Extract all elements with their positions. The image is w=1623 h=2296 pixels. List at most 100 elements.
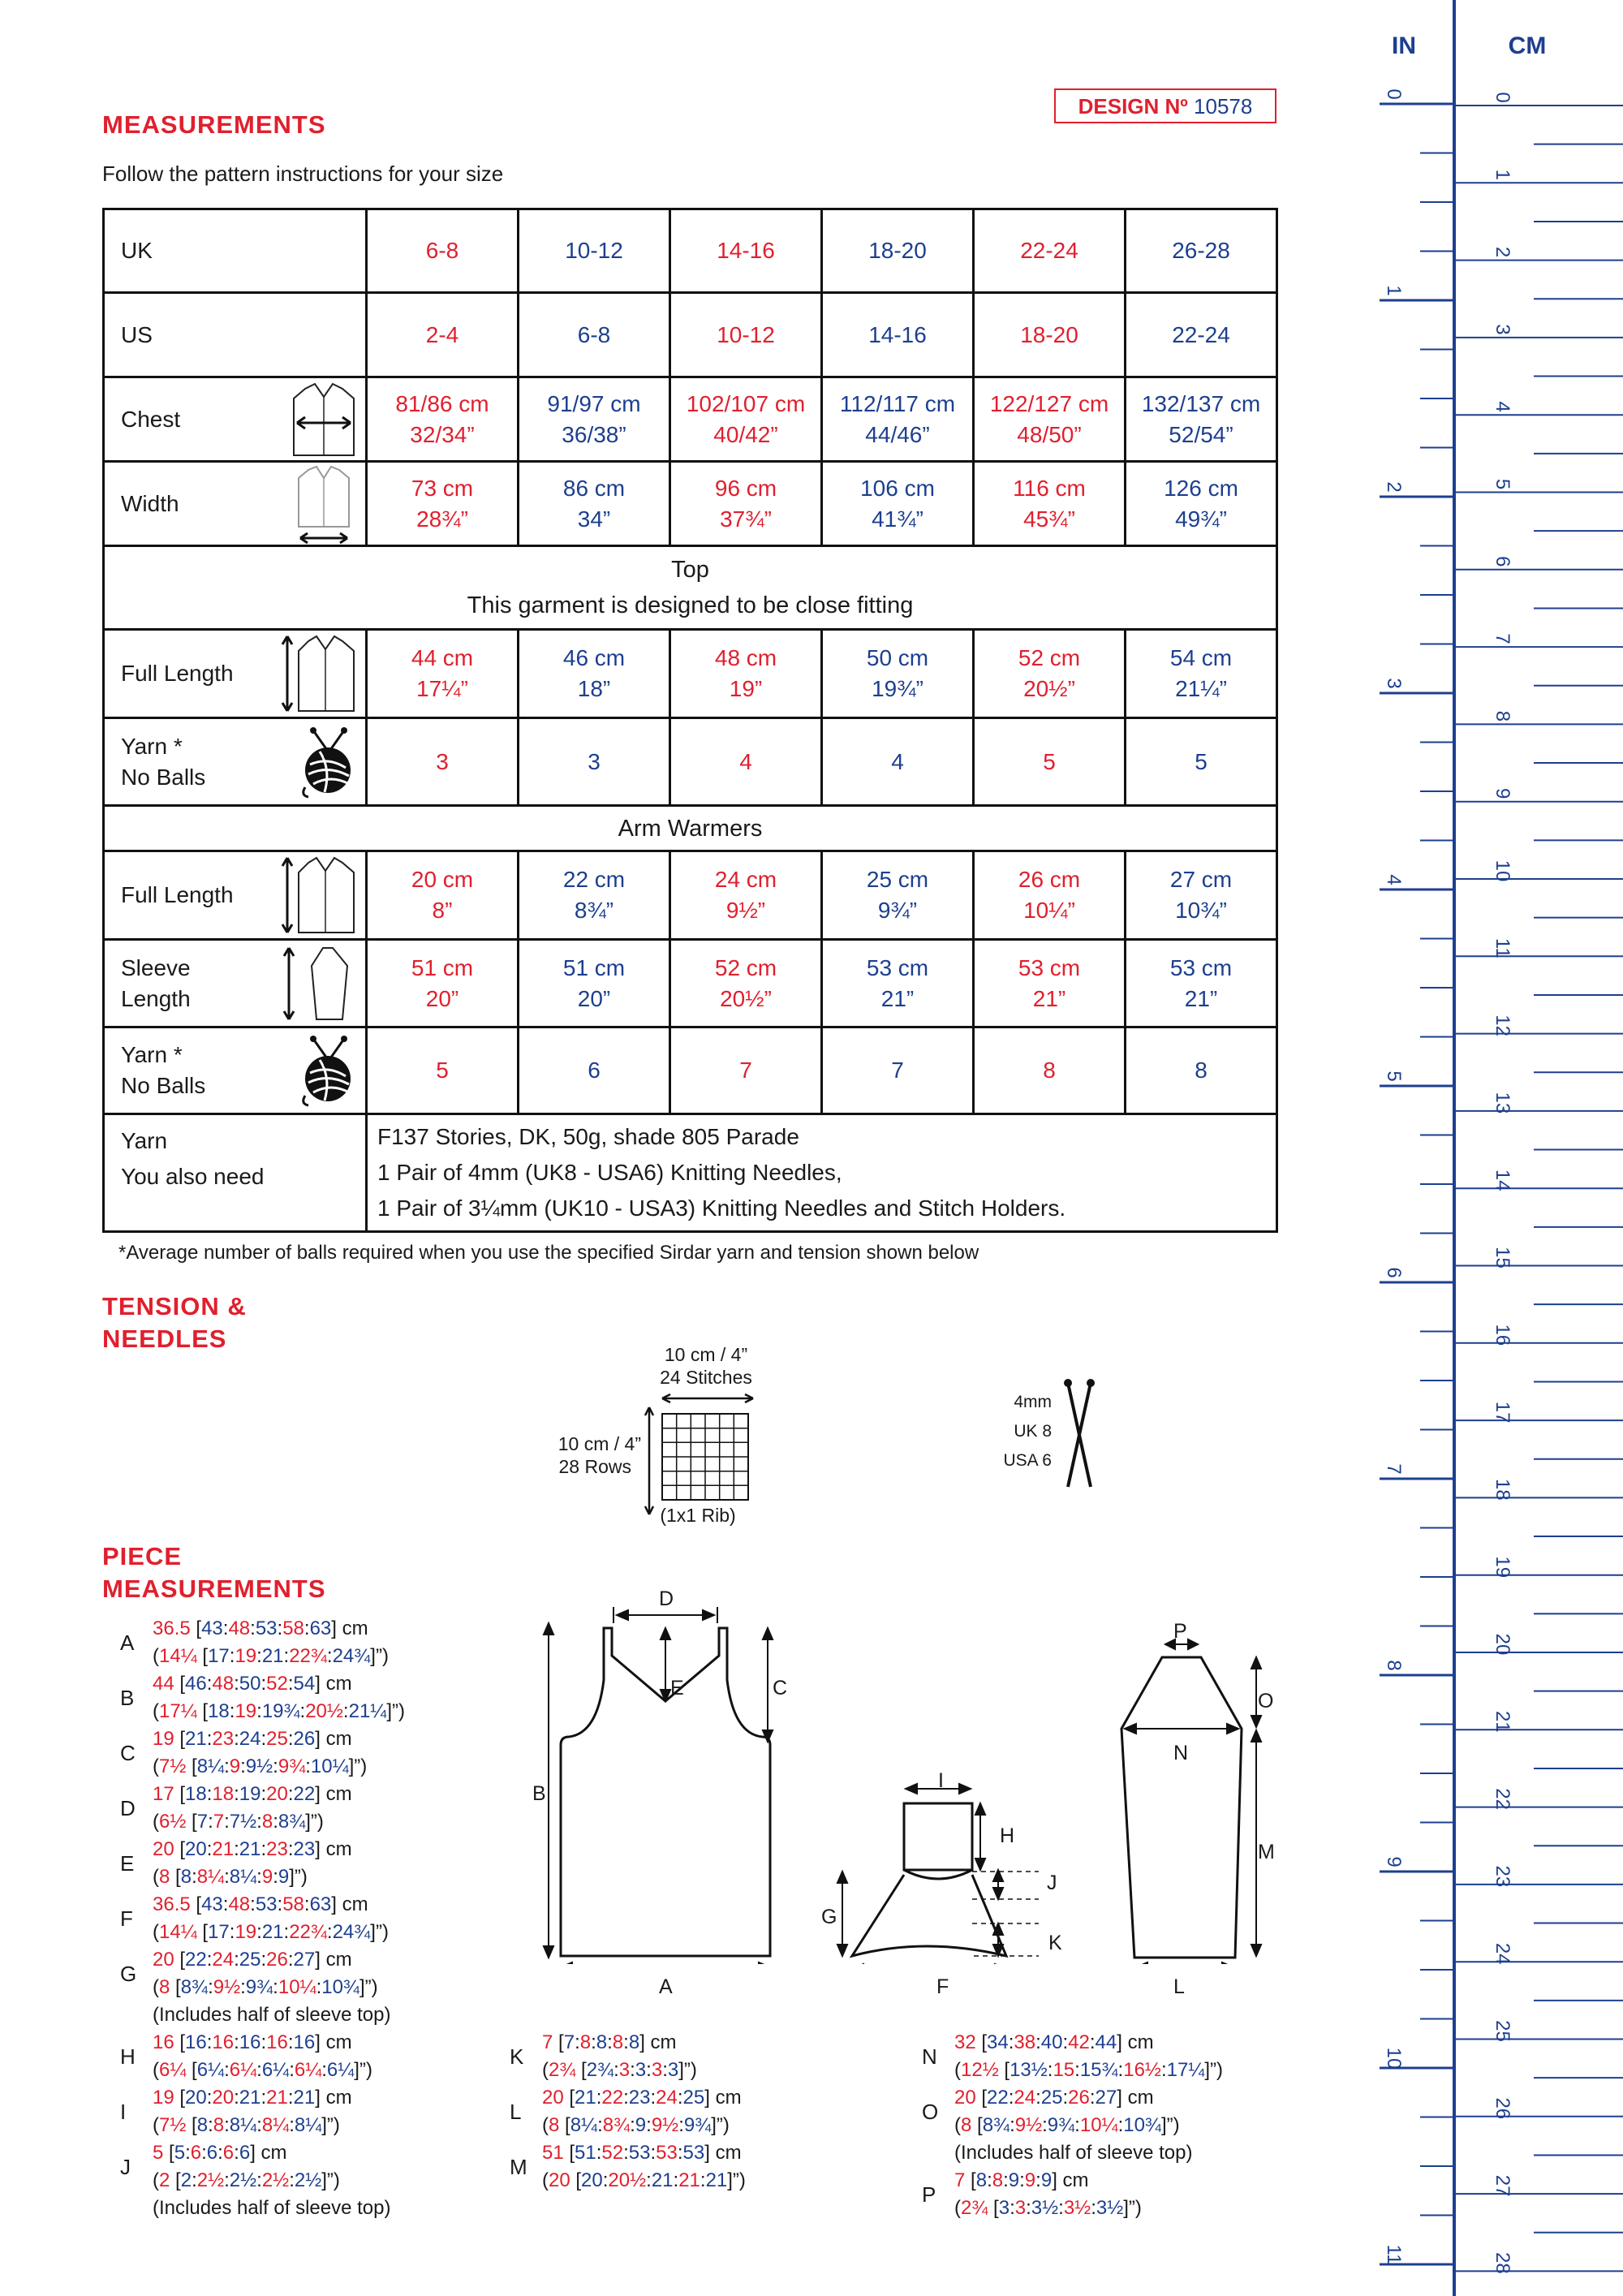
uk-size-1: 6-8 [365, 208, 519, 294]
ruler-cm-label: 25 [1492, 2020, 1513, 2042]
chest-size-2: 91/97 cm 36/38” [517, 376, 671, 463]
design-number: 10578 [1194, 94, 1253, 118]
ruler-inch-label: 6 [1383, 1267, 1405, 1277]
sleeve-size-1: 51 cm 20” [365, 938, 519, 1028]
sleeve-diagram [1120, 1656, 1243, 1959]
piece-letter: P [922, 2182, 936, 2207]
piece-letter: I [120, 2100, 127, 2124]
sleeve-size-3: 52 cm 20½” [669, 938, 823, 1028]
arm-length-size-1: 20 cm 8” [365, 850, 519, 941]
ruler-cm-label: 10 [1492, 860, 1513, 882]
ruler-cm-label: 26 [1492, 2097, 1513, 2119]
chest-size-4: 112/117 cm 44/46” [820, 376, 975, 463]
piece-cm-values: 19 [20:20:21:21:21] cm [153, 2087, 352, 2109]
arm-balls-label: No Balls [121, 1073, 206, 1098]
width-size-6: 126 cm 49¾” [1124, 460, 1278, 547]
piece-measurement-g: G 20 [22:24:25:26:27] cm (8 [8¾:9½:9¾:10¼:… [120, 1946, 391, 2029]
sleeve-length-label-cell: Sleeve Length [102, 938, 368, 1028]
width-size-3: 96 cm 37¾” [669, 460, 823, 547]
top-balls-size-3: 4 [669, 717, 823, 807]
ruler-cm-label: 15 [1492, 1247, 1513, 1269]
ruler-inch-label: 4 [1383, 874, 1405, 885]
footnote: *Average number of balls required when y… [118, 1242, 979, 1264]
piece-letter: K [510, 2044, 524, 2069]
uk-size-2: 10-12 [517, 208, 671, 294]
piece-cm-values: 5 [5:6:6:6:6] cm [153, 2142, 287, 2164]
design-number-box: DESIGN Nº 10578 [1054, 88, 1276, 123]
sleeve-size-6: 53 cm 21” [1124, 938, 1278, 1028]
uk-size-5: 22-24 [972, 208, 1126, 294]
us-row: US 2-4 6-8 10-12 14-16 18-20 22-24 [102, 291, 1278, 378]
piece-letter: M [510, 2155, 527, 2179]
ruler-inch-label: 10 [1383, 2048, 1405, 2070]
diagram-label-m: M [1258, 1841, 1275, 1863]
needle-mm-label: 4mm [1014, 1393, 1052, 1411]
piece-inch-values: (6¼ [6¼:6¼:6¼:6¼:6¼]”) [153, 2059, 372, 2081]
arm-length-size-2: 22 cm 8¾” [517, 850, 671, 941]
piece-letter: L [510, 2100, 522, 2124]
uk-size-6: 26-28 [1124, 208, 1278, 294]
piece-inch-values: (2¾ [3:3:3½:3½:3½]”) [954, 2197, 1142, 2219]
arm-yarn-label-cell: Yarn * No Balls [102, 1026, 368, 1115]
us-size-3: 10-12 [669, 291, 823, 378]
top-full-length-row: Full Length 44 cm 17¼” 46 cm 18” 48 cm 19” … [102, 628, 1278, 719]
diagram-label-i: I [938, 1769, 944, 1792]
diagram-label-j: J [1047, 1872, 1057, 1894]
ruler-cm-label: 5 [1492, 479, 1513, 489]
ruler-inch-label: 9 [1383, 1856, 1405, 1867]
width-row: Width 73 cm 28¾” 86 cm 34” 96 cm 37¾” 106 c… [102, 460, 1278, 547]
top-section-cell: Top This garment is designed to be close… [102, 545, 1278, 631]
yarn-info-row: Yarn You also need F137 Stories, DK, 50g… [102, 1113, 1278, 1233]
chest-size-6: 132/137 cm 52/54” [1124, 376, 1278, 463]
arm-full-length-label: Full Length [121, 882, 234, 907]
piece-measurement-n: N 32 [34:38:40:42:44] cm (12½ [13½:15:15¾:… [922, 2029, 1223, 2084]
piece-cm-values: 20 [22:24:25:26:27] cm [153, 1949, 352, 1971]
diagram-label-f: F [936, 1975, 949, 1998]
ruler-cm-label: 0 [1492, 92, 1513, 102]
ruler-cm-label: 18 [1492, 1479, 1513, 1501]
piece-letter: N [922, 2044, 937, 2069]
tension-rows-label: 28 Rows [558, 1456, 631, 1477]
piece-measurement-o: O 20 [22:24:25:26:27] cm (8 [8¾:9½:9¾:10¼:… [922, 2084, 1193, 2167]
piece-letter: D [120, 1796, 136, 1820]
top-balls-size-6: 5 [1124, 717, 1278, 807]
piece-cm-values: 17 [18:18:19:20:22] cm [153, 1783, 352, 1805]
piece-note: (Includes half of sleeve top) [153, 2004, 391, 2026]
top-balls-size-2: 3 [517, 717, 671, 807]
diagram-label-e: E [670, 1677, 684, 1699]
arm-balls-size-2: 6 [517, 1026, 671, 1115]
piece-inch-values: (8 [8¾:9½:9¾:10¼:10¾]”) [954, 2114, 1180, 2136]
ruler-cm-label: 20 [1492, 1634, 1513, 1656]
piece-cm-values: 20 [20:21:21:23:23] cm [153, 1838, 352, 1860]
piece-measurement-c: C 19 [21:23:24:25:26] cm (7½ [8¼:9:9½:9¾:1… [120, 1725, 367, 1781]
piece-measurement-h: H 16 [16:16:16:16:16] cm (6¼ [6¼:6¼:6¼:6¼:… [120, 2029, 372, 2084]
width-garment-icon [298, 465, 350, 544]
piece-inch-values: (8 [8:8¼:8¼:9:9]”) [153, 1866, 308, 1888]
top-section-note: This garment is designed to be close fit… [467, 592, 914, 618]
top-yarn-row: Yarn * No Balls 3 3 4 4 5 5 [102, 717, 1278, 807]
piece-cm-values: 16 [16:16:16:16:16] cm [153, 2031, 352, 2053]
sleeve-size-5: 53 cm 21” [972, 938, 1126, 1028]
piece-measurement-i: I 19 [20:20:21:21:21] cm (7½ [8:8:8¼:8¼:8¼… [120, 2084, 352, 2139]
ruler-cm-label: 21 [1492, 1711, 1513, 1733]
sleeve-size-4: 53 cm 21” [820, 938, 975, 1028]
piece-note: (Includes half of sleeve top) [153, 2197, 391, 2219]
piece-letter: G [120, 1962, 137, 1986]
arm-yarn-label: Yarn * [121, 1042, 183, 1067]
ruler-cm-label: 1 [1492, 170, 1513, 180]
piece-cm-values: 7 [8:8:9:9:9] cm [954, 2169, 1089, 2191]
piece-cm-values: 19 [21:23:24:25:26] cm [153, 1728, 352, 1750]
chest-row: Chest 81/86 cm 32/34” 91/97 cm 36/38” 102/… [102, 376, 1278, 463]
chest-size-1: 81/86 cm 32/34” [365, 376, 519, 463]
garment-diagrams [542, 1607, 1263, 1964]
piece-letter: E [120, 1851, 135, 1876]
piece-measurement-j: J 5 [5:6:6:6:6] cm (2 [2:2½:2½:2½:2½]”) (In… [120, 2139, 391, 2222]
piece-measurement-l: L 20 [21:22:23:24:25] cm (8 [8¼:8¾:9:9½:9¾… [510, 2084, 742, 2139]
piece-letter: H [120, 2044, 136, 2069]
arm-full-length-label-cell: Full Length [102, 850, 368, 941]
width-size-4: 106 cm 41¾” [820, 460, 975, 547]
ruler-cm-label: 7 [1492, 633, 1513, 644]
sleeve-icon [282, 946, 349, 1020]
piece-inch-values: (14¼ [17:19:21:22¾:24¾]”) [153, 1645, 389, 1667]
design-label: DESIGN Nº [1078, 94, 1188, 118]
